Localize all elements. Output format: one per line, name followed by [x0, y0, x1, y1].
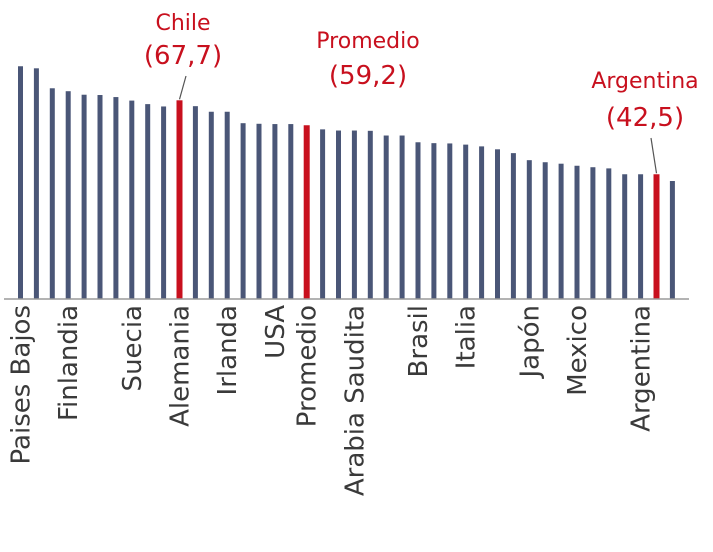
tick-label: Suecia — [118, 305, 148, 391]
tick-label: Irlanda — [213, 305, 243, 395]
bar — [367, 130, 373, 299]
annotations-group: Chile (67,7) Promedio (59,2) Argentina (42,5) — [144, 11, 699, 174]
bar — [479, 146, 485, 299]
bar — [415, 142, 421, 299]
bar — [495, 149, 500, 299]
annotation-leader-line — [178, 75, 187, 100]
bar — [320, 129, 326, 299]
bar — [447, 143, 453, 299]
tick-label: Mexico — [563, 305, 593, 396]
tick-labels-group: Paises Bajos Finlandia Suecia Alemania Irlan… — [7, 305, 657, 496]
tick-label: Japón — [515, 305, 545, 380]
bar — [669, 181, 675, 299]
bar — [526, 160, 532, 299]
bar — [256, 123, 262, 299]
bar — [606, 168, 612, 299]
bar — [288, 124, 294, 299]
bar — [272, 124, 278, 299]
tick-label: Brasil — [404, 305, 434, 377]
annotation-name: Argentina — [591, 69, 698, 94]
annotation-value: (42,5) — [606, 103, 684, 133]
annotation-value: (59,2) — [329, 61, 407, 91]
tick-label: Arabia Saudita — [340, 305, 370, 496]
annotation-name: Chile — [155, 11, 210, 36]
bar — [590, 167, 596, 299]
bar — [161, 106, 167, 300]
annotation-leader-line — [650, 137, 658, 174]
bar — [240, 123, 246, 299]
bar-highlight — [303, 125, 310, 299]
bar — [638, 174, 644, 299]
bar — [129, 100, 135, 299]
tick-label: Paises Bajos — [7, 305, 37, 464]
tick-label: Argentina — [627, 305, 657, 432]
tick-label: Alemania — [166, 305, 196, 427]
bar — [145, 104, 151, 300]
tick-label: USA — [261, 305, 291, 359]
bar — [510, 153, 516, 299]
bar — [65, 91, 71, 299]
bar — [224, 111, 230, 299]
bar — [622, 174, 628, 299]
bar — [542, 162, 548, 299]
annotation-value: (67,7) — [144, 41, 222, 71]
bars-group — [18, 66, 675, 300]
bar-highlight — [653, 174, 660, 299]
tick-label: Promedio — [293, 305, 323, 427]
bar — [49, 88, 55, 300]
bar — [192, 106, 198, 299]
bar — [97, 95, 103, 300]
bar — [399, 135, 405, 299]
bar — [18, 66, 23, 299]
bar — [558, 163, 564, 299]
bar — [463, 144, 469, 299]
bar — [574, 165, 580, 299]
bar-highlight — [176, 100, 183, 299]
bar — [113, 97, 119, 299]
bar — [336, 130, 341, 299]
bar — [208, 111, 214, 299]
tick-label: Finlandia — [54, 305, 84, 421]
bar — [431, 143, 437, 299]
bar — [81, 94, 87, 299]
annotation-name: Promedio — [316, 29, 419, 54]
bar — [383, 135, 389, 299]
bar — [33, 68, 39, 299]
tick-label: Italia — [452, 305, 482, 369]
bar — [351, 130, 357, 299]
